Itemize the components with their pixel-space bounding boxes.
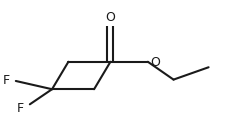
Text: F: F	[17, 102, 24, 115]
Text: O: O	[105, 11, 115, 24]
Text: O: O	[150, 56, 160, 69]
Text: F: F	[3, 74, 10, 88]
